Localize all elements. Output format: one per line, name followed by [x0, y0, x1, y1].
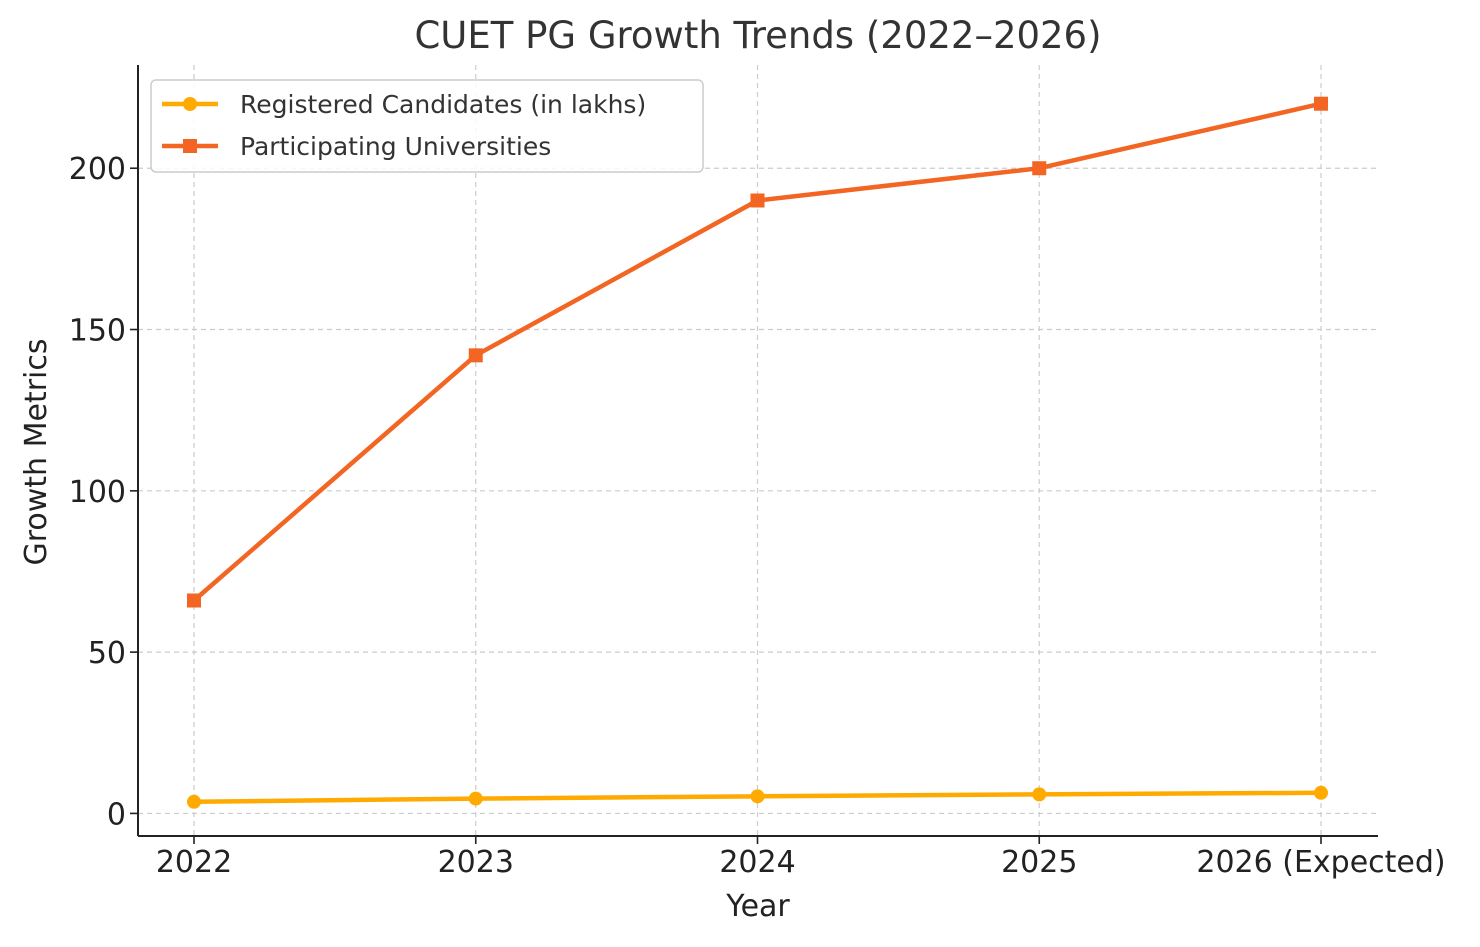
- chart-title: CUET PG Growth Trends (2022–2026): [414, 14, 1101, 57]
- y-tick-label: 50: [88, 636, 126, 671]
- data-point: [468, 791, 483, 806]
- series: [187, 96, 1328, 809]
- x-axis-title: Year: [725, 889, 790, 924]
- ticks: 0 50 100 150 200 2022 2023 2024 2025 2026 (Expect…: [69, 152, 1446, 880]
- axes: [137, 65, 1378, 837]
- data-point: [1032, 161, 1047, 176]
- data-point: [1314, 785, 1328, 800]
- x-tick-label: 2025: [1001, 845, 1077, 880]
- grid: [138, 65, 1378, 836]
- data-point: [750, 193, 765, 208]
- x-tick-label: 2026 (Expected): [1196, 845, 1445, 880]
- data-point: [750, 789, 765, 804]
- y-tick-label: 100: [69, 475, 126, 510]
- legend-entry: Participating Universities: [162, 132, 551, 161]
- x-tick-label: 2022: [156, 845, 232, 880]
- data-point: [187, 794, 201, 809]
- series-1: [187, 785, 1328, 809]
- x-tick-label: 2024: [719, 845, 795, 880]
- y-tick-label: 200: [69, 152, 126, 187]
- data-point: [187, 593, 201, 608]
- legend: Registered Candidates (in lakhs) Particip…: [150, 79, 704, 173]
- data-point: [1314, 96, 1328, 111]
- data-point: [1032, 787, 1047, 802]
- legend-label: Participating Universities: [240, 132, 551, 161]
- y-tick-label: 150: [69, 314, 126, 349]
- legend-label: Registered Candidates (in lakhs): [240, 90, 646, 119]
- y-axis-title: Growth Metrics: [19, 338, 54, 565]
- legend-marker: [183, 139, 197, 153]
- data-point: [468, 348, 483, 363]
- series-2: [187, 96, 1328, 608]
- legend-marker: [183, 97, 197, 111]
- y-tick-label: 0: [107, 797, 126, 832]
- legend-box: [150, 79, 704, 173]
- legend-entry: Registered Candidates (in lakhs): [162, 90, 646, 119]
- x-tick-label: 2023: [438, 845, 514, 880]
